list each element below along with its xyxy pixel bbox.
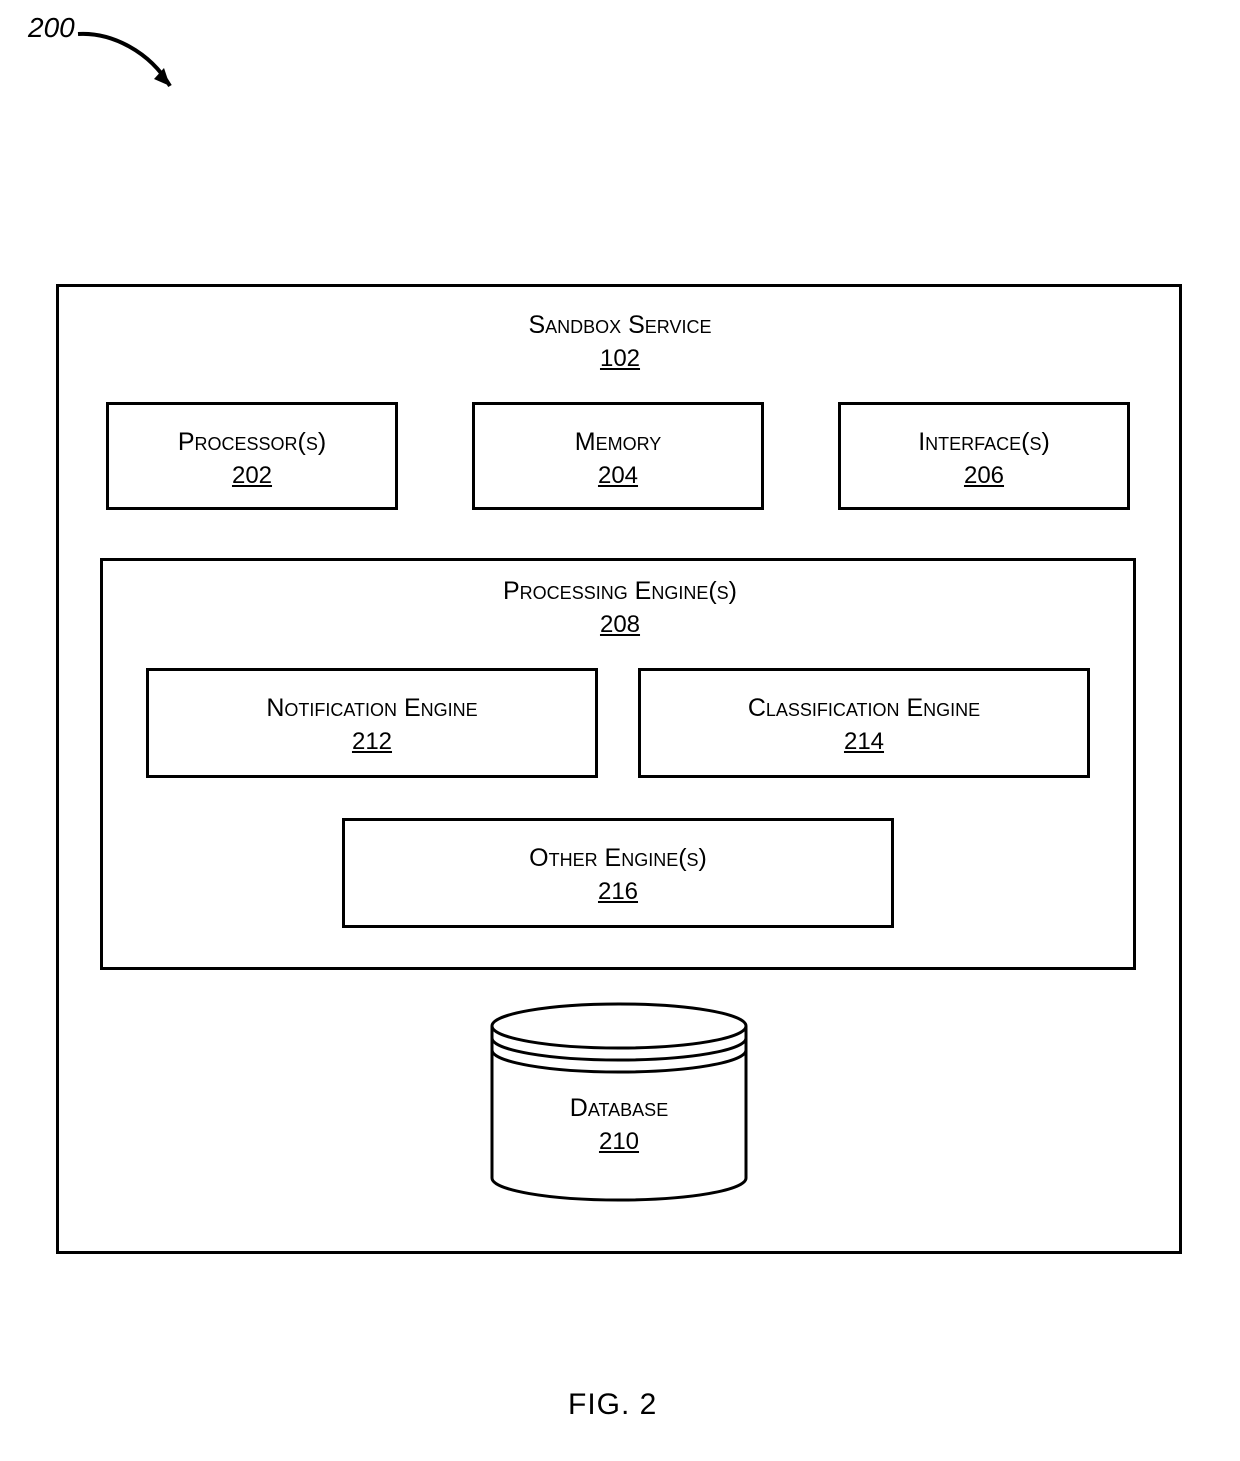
sandbox-service-title-block: Sandbox Service 102 xyxy=(528,310,711,373)
database-title: Database xyxy=(490,1094,748,1123)
classification-engine-box: Classification Engine 214 xyxy=(638,668,1090,778)
classification-engine-number: 214 xyxy=(844,728,884,756)
sandbox-service-title: Sandbox Service xyxy=(528,310,711,341)
processor-box: Processor(s) 202 xyxy=(106,402,398,510)
interface-number: 206 xyxy=(964,462,1004,490)
processing-engines-title: Processing Engine(s) xyxy=(503,576,737,607)
diagram-canvas: 200 Sandbox Service 102 Processor(s) 202… xyxy=(0,0,1240,1461)
processor-title: Processor(s) xyxy=(178,427,326,458)
memory-box: Memory 204 xyxy=(472,402,764,510)
figure-ref-number: 200 xyxy=(28,12,75,44)
arrow-icon xyxy=(72,24,182,104)
figure-caption: FIG. 2 xyxy=(568,1388,657,1422)
processing-engines-number: 208 xyxy=(600,611,640,639)
memory-title: Memory xyxy=(575,427,662,458)
processing-engines-title-block: Processing Engine(s) 208 xyxy=(503,576,737,639)
reference-arrow xyxy=(72,24,182,104)
classification-engine-title: Classification Engine xyxy=(748,693,980,724)
database-number: 210 xyxy=(490,1128,748,1156)
interface-title: Interface(s) xyxy=(918,427,1050,458)
notification-engine-box: Notification Engine 212 xyxy=(146,668,598,778)
other-engines-title: Other Engine(s) xyxy=(529,843,707,874)
other-engines-box: Other Engine(s) 216 xyxy=(342,818,894,928)
memory-number: 204 xyxy=(598,462,638,490)
sandbox-service-number: 102 xyxy=(600,345,640,373)
database-cylinder: Database 210 xyxy=(490,1002,748,1202)
notification-engine-number: 212 xyxy=(352,728,392,756)
other-engines-number: 216 xyxy=(598,878,638,906)
interface-box: Interface(s) 206 xyxy=(838,402,1130,510)
processor-number: 202 xyxy=(232,462,272,490)
notification-engine-title: Notification Engine xyxy=(266,693,477,724)
